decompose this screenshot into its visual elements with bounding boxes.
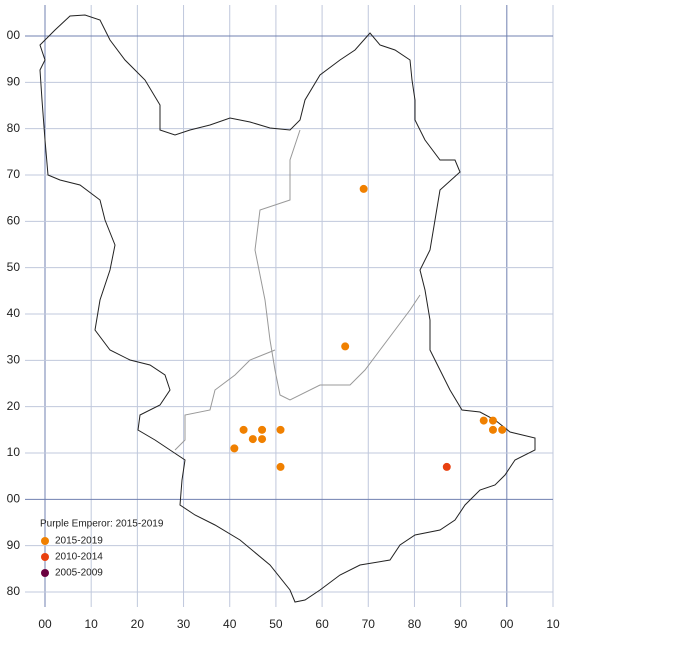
y-tick-label: 80 [7, 121, 21, 135]
legend: 2015-2019 2010-2014 2005-2009 [41, 536, 103, 579]
y-tick-label: 90 [7, 538, 21, 552]
record-dot [258, 425, 267, 434]
legend-title: Purple Emperor: 2015-2019 [40, 519, 164, 530]
y-tick-label: 30 [7, 353, 21, 367]
x-tick-label: 80 [408, 617, 422, 631]
y-tick-label: 40 [7, 306, 21, 320]
y-tick-label: 20 [7, 399, 21, 413]
y-tick-label: 00 [7, 28, 21, 42]
grid [25, 5, 554, 607]
district-boundary [174, 129, 421, 451]
x-tick-label: 00 [38, 617, 52, 631]
record-dot [230, 444, 239, 453]
x-tick-label: 70 [362, 617, 376, 631]
legend-swatch [41, 553, 49, 561]
x-tick-label: 60 [315, 617, 329, 631]
x-tick-label: 30 [177, 617, 191, 631]
x-tick-label: 10 [546, 617, 560, 631]
y-tick-label: 60 [7, 214, 21, 228]
x-tick-label: 90 [454, 617, 468, 631]
y-tick-label: 90 [7, 75, 21, 89]
record-dot [488, 425, 497, 434]
record-dot [239, 425, 248, 434]
record-dot [498, 425, 507, 434]
legend-swatch [41, 569, 49, 577]
legend-label: 2005-2009 [55, 568, 103, 579]
legend-label: 2010-2014 [55, 552, 103, 563]
record-dot [479, 416, 488, 425]
record-dot [248, 435, 257, 444]
record-dot [359, 184, 368, 193]
y-tick-label: 70 [7, 167, 21, 181]
county-boundary [39, 14, 536, 603]
legend-label: 2015-2019 [55, 536, 103, 547]
legend-swatch [41, 537, 49, 545]
record-dot [488, 416, 497, 425]
x-tick-label: 40 [223, 617, 237, 631]
x-tick-label: 00 [500, 617, 514, 631]
record-dot [258, 435, 267, 444]
y-tick-label: 10 [7, 445, 21, 459]
x-tick-label: 10 [85, 617, 99, 631]
record-dot [276, 462, 285, 471]
y-tick-label: 50 [7, 260, 21, 274]
record-dot [276, 425, 285, 434]
record-dot [442, 462, 451, 471]
record-dot [341, 342, 350, 351]
x-tick-label: 50 [269, 617, 283, 631]
x-tick-label: 20 [131, 617, 145, 631]
y-tick-label: 00 [7, 492, 21, 506]
y-tick-label: 80 [7, 584, 21, 598]
